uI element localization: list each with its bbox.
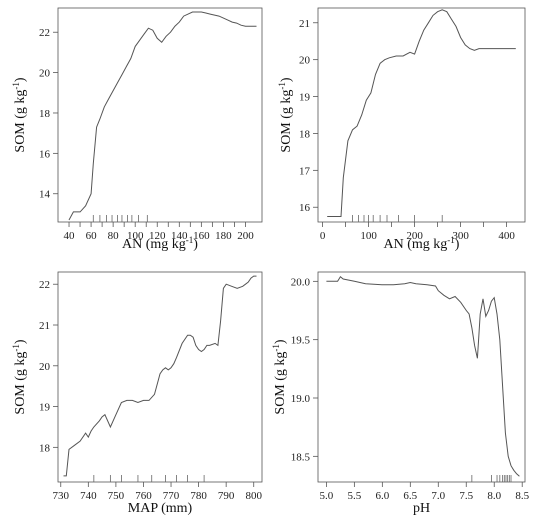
x-tick-label: 200: [406, 230, 423, 242]
x-tick-label: 740: [80, 490, 97, 502]
x-tick-label: 770: [163, 490, 180, 502]
y-tick-label: 21: [39, 320, 50, 332]
x-tick-label: 180: [215, 230, 232, 242]
x-tick-label: 120: [149, 230, 166, 242]
x-tick-label: 160: [193, 230, 210, 242]
plot-frame: [57, 7, 263, 223]
x-tick-label: 750: [108, 490, 125, 502]
x-tick-label: 780: [190, 490, 207, 502]
x-tick-label: 80: [108, 230, 120, 242]
x-axis-title: AN (mg kg-1): [384, 235, 460, 252]
chart-panel-4: 5.0 5.5 6.0 6.5 7.0 7.5 8.0 8.5 18.5 19.0 19.5 20.0…: [271, 271, 530, 516]
x-tick-label: 200: [237, 230, 254, 242]
x-tick-label: 100: [127, 230, 144, 242]
x-tick-label: 760: [135, 490, 152, 502]
y-axis-title: SOM (g kg-1): [11, 77, 28, 153]
y-tick-label: 19.0: [291, 393, 311, 405]
x-tick-label: 7.0: [431, 490, 445, 502]
partial-dependence-line: [326, 275, 520, 477]
x-tick-label: 300: [452, 230, 469, 242]
plot-frame: [57, 271, 263, 483]
x-tick-label: 60: [86, 230, 98, 242]
x-tick-label: 6.0: [375, 490, 389, 502]
y-tick-label: 20: [39, 68, 51, 80]
y-tick-label: 18: [39, 442, 51, 454]
x-tick-label: 8.0: [487, 490, 501, 502]
y-tick-label: 22: [39, 27, 50, 39]
y-tick-label: 20.0: [291, 276, 311, 288]
partial-dependence-line: [68, 11, 257, 221]
x-tick-label: 8.5: [515, 490, 529, 502]
y-tick-label: 16: [299, 202, 311, 214]
x-axis-title: AN (mg kg-1): [122, 235, 198, 252]
x-tick-label: 400: [498, 230, 515, 242]
chart-panel-3: 730 740 750 760 770 780 790 800 18 19 20 21 22 MAP (m…: [11, 271, 263, 516]
x-tick-label: 6.5: [403, 490, 417, 502]
y-tick-label: 20: [39, 361, 51, 373]
y-axis-title: SOM (g kg-1): [277, 77, 294, 153]
x-tick-label: 5.5: [347, 490, 361, 502]
y-tick-label: 19: [299, 92, 311, 104]
chart-panel-2: 0 100 200 300 400 16 17 18 19 20 21 AN (mg kg-1) SOM…: [277, 7, 526, 252]
plot-frame: [317, 271, 526, 483]
x-axis-title: pH: [413, 501, 430, 516]
partial-dependence-line: [327, 9, 516, 217]
x-tick-label: 0: [320, 230, 326, 242]
y-tick-label: 18: [299, 128, 311, 140]
chart-panel-1: 40 60 80 100 120 140 160 180 200 14 16 18 20 22 AN (mg…: [11, 7, 263, 252]
plot-frame: [317, 7, 526, 223]
x-tick-label: 730: [53, 490, 70, 502]
x-tick-label: 100: [360, 230, 377, 242]
y-tick-label: 20: [299, 55, 311, 67]
x-tick-label: 790: [218, 490, 235, 502]
y-axis-title: SOM (g kg-1): [11, 339, 28, 415]
x-tick-label: 800: [245, 490, 262, 502]
y-tick-label: 19.5: [291, 335, 311, 347]
y-tick-label: 17: [299, 165, 311, 177]
y-tick-label: 18: [39, 108, 51, 120]
x-tick-label: 7.5: [459, 490, 473, 502]
y-tick-label: 18.5: [291, 451, 311, 463]
x-tick-label: 5.0: [320, 490, 334, 502]
y-axis-title: SOM (g kg-1): [271, 339, 288, 415]
x-axis-title: MAP (mm): [128, 501, 193, 516]
y-tick-label: 14: [39, 189, 51, 201]
y-tick-label: 16: [39, 148, 51, 160]
partial-dependence-line: [63, 275, 257, 477]
x-tick-label: 140: [171, 230, 188, 242]
x-tick-label: 40: [64, 230, 76, 242]
y-tick-label: 21: [299, 18, 310, 30]
y-tick-label: 22: [39, 279, 50, 291]
y-tick-label: 19: [39, 402, 51, 414]
